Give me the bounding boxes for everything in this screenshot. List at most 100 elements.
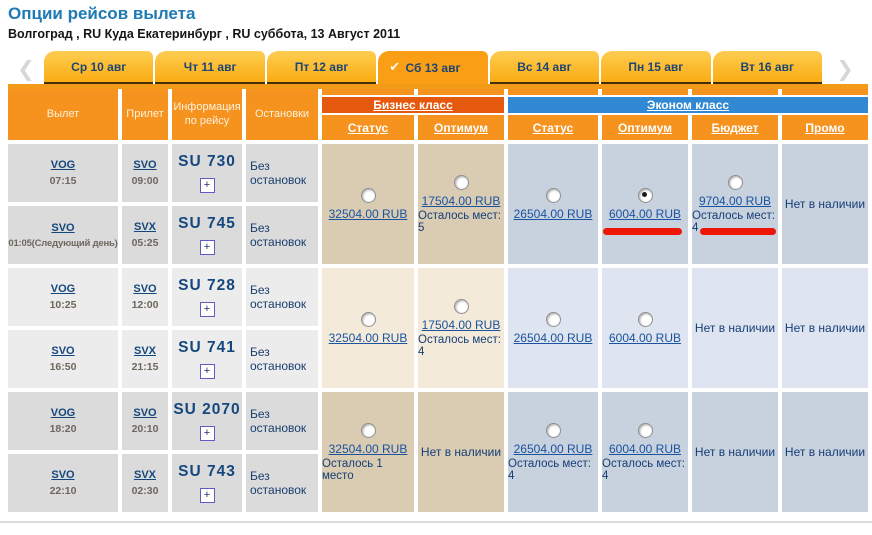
fare-price-link[interactable]: 6004.00 RUB [608, 206, 682, 221]
fare-radio[interactable] [453, 298, 469, 314]
tab-label: Пт 12 авг [294, 59, 349, 74]
not-available-text: Нет в наличии [784, 321, 866, 335]
departure-cell: SVO 22:10 [8, 454, 118, 512]
departure-time: 16:50 [49, 361, 77, 373]
fare-price-link[interactable]: 32504.00 RUB [328, 206, 408, 221]
flight-info-cell: SU 743 + [172, 454, 242, 512]
arrival-cell: SVX 02:30 [122, 454, 168, 512]
fare-radio[interactable] [545, 187, 561, 203]
expand-flight-details-button[interactable]: + [199, 364, 215, 379]
subcolumn-link[interactable]: Бюджет [711, 120, 759, 135]
fare-price-link[interactable]: 32504.00 RUB [328, 441, 408, 456]
departure-cell: VOG 18:20 [8, 392, 118, 450]
arrival-airport-link[interactable]: SVO [133, 283, 157, 295]
subcolumn-economy-promo: Промо [782, 115, 868, 140]
fare-price-link[interactable]: 6004.00 RUB [608, 330, 682, 345]
date-tab-strip: Ср 10 авг Чт 11 авг Пт 12 авг ✔ Сб 13 ав… [44, 51, 822, 84]
fare-cell-economy-promo: Нет в наличии [782, 392, 868, 512]
tab-label: Чт 11 авг [183, 59, 237, 74]
flight-info-cell: SU 728 + [172, 268, 242, 326]
fare-radio[interactable] [545, 422, 561, 438]
expand-flight-details-button[interactable]: + [199, 178, 215, 193]
tab-date-fri-12-aug[interactable]: Пт 12 авг [266, 51, 377, 84]
departure-airport-link[interactable]: SVO [51, 345, 75, 357]
fare-cell-economy-budget: Нет в наличии [692, 268, 778, 388]
fare-radio[interactable] [727, 174, 743, 190]
fare-cell-business-optimum: 17504.00 RUB Осталось мест: 5 [418, 144, 504, 264]
departure-airport-link[interactable]: VOG [50, 283, 76, 295]
arrival-cell: SVO 20:10 [122, 392, 168, 450]
expand-flight-details-button[interactable]: + [199, 240, 215, 255]
subcolumn-link[interactable]: Статус [347, 120, 389, 135]
tab-label: Вт 16 авг [740, 59, 794, 74]
fare-radio[interactable] [453, 174, 469, 190]
next-dates-arrow-icon[interactable]: ❯ [836, 57, 854, 81]
fare-price-link[interactable]: 9704.00 RUB [698, 193, 772, 208]
fare-cell-business-status: 32504.00 RUB [322, 144, 414, 264]
stops-cell: Без остановок [246, 392, 318, 450]
header-strip [418, 89, 504, 95]
arrival-airport-link[interactable]: SVX [133, 221, 156, 233]
business-class-link[interactable]: Бизнес класс [373, 98, 453, 112]
red-underline-annotation [700, 228, 776, 235]
departure-airport-link[interactable]: SVO [51, 221, 75, 234]
arrival-cell: SVX 05:25 [122, 206, 168, 264]
departure-time: 07:15 [49, 175, 77, 187]
economy-class-link[interactable]: Эконом класс [646, 98, 730, 112]
arrival-airport-link[interactable]: SVO [133, 407, 157, 419]
flight-number: SU 743 [178, 463, 236, 480]
business-class-band: Бизнес класс [322, 97, 504, 113]
flight-number: SU 2070 [173, 401, 241, 418]
tab-date-mon-15-aug[interactable]: Пн 15 авг [601, 51, 711, 84]
fare-price-link[interactable]: 6004.00 RUB [608, 441, 682, 456]
expand-flight-details-button[interactable]: + [199, 488, 215, 503]
fare-cell-economy-optimum: 6004.00 RUB Осталось мест: 4 [602, 392, 688, 512]
fare-price-link[interactable]: 17504.00 RUB [421, 193, 501, 208]
fare-radio[interactable] [360, 311, 376, 327]
arrival-airport-link[interactable]: SVO [133, 159, 157, 171]
not-available-text: Нет в наличии [694, 321, 776, 335]
tab-date-tue-16-aug[interactable]: Вт 16 авг [712, 51, 822, 84]
fare-radio[interactable] [545, 311, 561, 327]
fare-radio[interactable] [637, 311, 653, 327]
stops-cell: Без остановок [246, 206, 318, 264]
prev-dates-arrow-icon[interactable]: ❮ [17, 57, 35, 81]
fare-price-link[interactable]: 26504.00 RUB [513, 330, 593, 345]
fare-radio[interactable] [637, 187, 653, 203]
tab-date-sat-13-aug-active[interactable]: ✔ Сб 13 авг [378, 51, 488, 84]
arrival-airport-link[interactable]: SVX [133, 345, 156, 357]
fare-price-link[interactable]: 17504.00 RUB [421, 317, 501, 332]
departure-airport-link[interactable]: SVO [51, 469, 75, 481]
expand-flight-details-button[interactable]: + [199, 426, 215, 441]
not-available-text: Нет в наличии [694, 445, 776, 459]
fare-radio[interactable] [360, 187, 376, 203]
fare-radio[interactable] [360, 422, 376, 438]
stops-cell: Без остановок [246, 268, 318, 326]
tab-date-wed-10-aug[interactable]: Ср 10 авг [44, 51, 154, 84]
flight-info-cell: SU 745 + [172, 206, 242, 264]
seats-left-note: Осталось мест: 4 [602, 457, 685, 482]
fare-cell-economy-status: 26504.00 RUB [508, 268, 598, 388]
subcolumn-business-status: Статус [322, 115, 414, 140]
tab-label: Ср 10 авг [71, 59, 127, 74]
expand-flight-details-button[interactable]: + [199, 302, 215, 317]
fare-price-link[interactable]: 26504.00 RUB [513, 206, 593, 221]
fare-cell-economy-optimum: 6004.00 RUB [602, 144, 688, 264]
departure-airport-link[interactable]: VOG [50, 159, 76, 171]
fare-price-link[interactable]: 32504.00 RUB [328, 330, 408, 345]
fare-radio[interactable] [637, 422, 653, 438]
stops-cell: Без остановок [246, 330, 318, 388]
subcolumn-economy-budget: Бюджет [692, 115, 778, 140]
arrival-airport-link[interactable]: SVX [133, 469, 156, 481]
fare-cell-economy-status: 26504.00 RUB [508, 144, 598, 264]
subcolumn-link[interactable]: Оптимум [434, 120, 488, 135]
tab-label: Сб 13 авг [405, 60, 461, 75]
subcolumn-link[interactable]: Оптимум [618, 120, 672, 135]
departure-airport-link[interactable]: VOG [50, 407, 76, 419]
subcolumn-link[interactable]: Статус [532, 120, 574, 135]
subcolumn-link[interactable]: Промо [805, 120, 845, 135]
tab-date-thu-11-aug[interactable]: Чт 11 авг [155, 51, 265, 84]
fare-price-link[interactable]: 26504.00 RUB [513, 441, 593, 456]
tab-date-sun-14-aug[interactable]: Вс 14 авг [489, 51, 600, 84]
